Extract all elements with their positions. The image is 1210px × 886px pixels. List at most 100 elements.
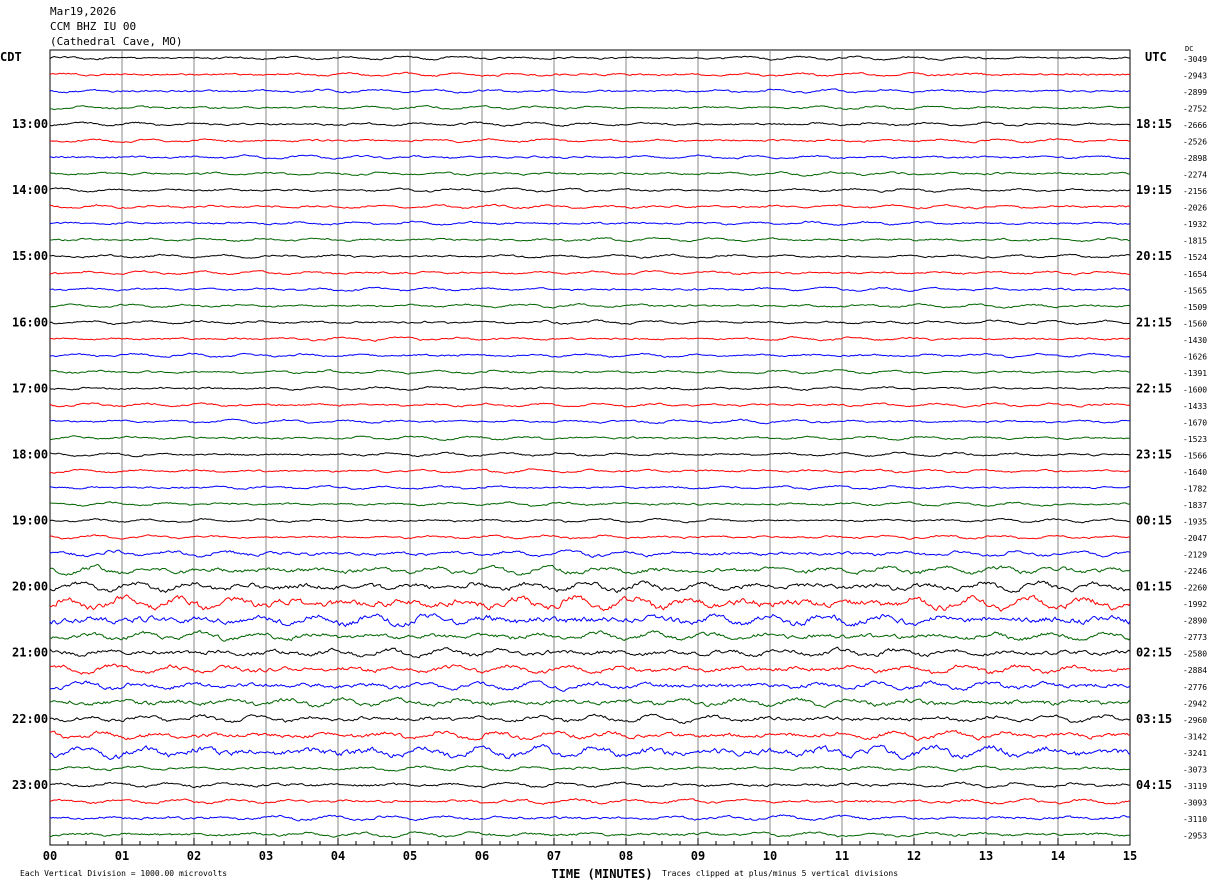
cdt-hour-label: 18:00 <box>12 447 48 461</box>
trace-line <box>49 765 1130 772</box>
dc-offset-label: -2526 <box>1183 138 1207 147</box>
dc-offset-label: -1932 <box>1183 220 1207 229</box>
trace-line <box>49 302 1131 309</box>
dc-offset-label: -2047 <box>1183 534 1207 543</box>
location-label: (Cathedral Cave, MO) <box>50 35 183 48</box>
trace-line <box>49 663 1130 675</box>
trace-line <box>49 831 1131 839</box>
dc-offset-label: -2773 <box>1183 633 1207 642</box>
x-tick-label: 06 <box>475 849 489 863</box>
trace-line <box>49 680 1131 692</box>
trace-line <box>49 154 1131 160</box>
clip-note: Traces clipped at plus/minus 5 vertical … <box>662 869 898 878</box>
x-tick-label: 07 <box>547 849 561 863</box>
cdt-hour-label: 23:00 <box>12 778 48 792</box>
x-tick-label: 13 <box>979 849 993 863</box>
dc-offset-label: -3073 <box>1183 765 1207 774</box>
dc-label: DC <box>1185 45 1193 53</box>
dc-offset-label: -3093 <box>1183 798 1207 807</box>
trace-line <box>49 171 1131 177</box>
cdt-hour-label: 13:00 <box>12 117 48 131</box>
right-timezone-label: UTC <box>1145 50 1167 64</box>
trace-line <box>49 352 1131 359</box>
utc-hour-label: 19:15 <box>1136 183 1172 197</box>
left-timezone-label: CDT <box>0 50 22 64</box>
dc-offset-label: -1670 <box>1183 418 1207 427</box>
dc-offset-label: -2953 <box>1183 831 1207 840</box>
x-tick-label: 05 <box>403 849 417 863</box>
trace-line <box>49 713 1131 725</box>
dc-offset-label: -1524 <box>1183 253 1207 262</box>
dc-offset-label: -1509 <box>1183 303 1207 312</box>
x-tick-label: 12 <box>907 849 921 863</box>
x-axis-label: TIME (MINUTES) <box>551 867 652 881</box>
cdt-hour-label: 21:00 <box>12 646 48 660</box>
dc-offset-label: -1626 <box>1183 352 1207 361</box>
cdt-hour-label: 19:00 <box>12 514 48 528</box>
trace-line <box>49 203 1131 210</box>
trace-line <box>50 729 1131 741</box>
dc-offset-label: -2898 <box>1183 154 1207 163</box>
dc-offset-label: -2666 <box>1183 121 1207 130</box>
trace-line <box>49 402 1131 408</box>
dc-offset-label: -1992 <box>1183 600 1207 609</box>
x-tick-label: 10 <box>763 849 777 863</box>
x-tick-label: 14 <box>1051 849 1065 863</box>
trace-line <box>49 319 1131 326</box>
dc-offset-label: -2776 <box>1183 683 1207 692</box>
utc-hour-label: 04:15 <box>1136 778 1172 792</box>
dc-offset-label: -1654 <box>1183 270 1207 279</box>
dc-offset-label: -1523 <box>1183 435 1207 444</box>
dc-offset-label: -3142 <box>1183 732 1207 741</box>
trace-line <box>49 138 1131 144</box>
x-tick-label: 04 <box>331 849 345 863</box>
trace-line <box>49 104 1131 111</box>
dc-offset-label: -1560 <box>1183 319 1207 328</box>
dc-offset-label: -3049 <box>1183 55 1207 64</box>
trace-line <box>49 594 1131 612</box>
dc-offset-label: -3110 <box>1183 815 1207 824</box>
dc-offset-label: -2129 <box>1183 551 1207 560</box>
cdt-hour-label: 17:00 <box>12 381 48 395</box>
x-tick-label: 02 <box>187 849 201 863</box>
dc-offset-label: -1837 <box>1183 501 1207 510</box>
trace-line <box>49 270 1131 276</box>
x-tick-label: 08 <box>619 849 633 863</box>
plot-frame <box>49 49 1131 846</box>
dc-offset-label: -1782 <box>1183 485 1207 494</box>
trace-line <box>49 71 1131 77</box>
dc-offset-label: -2884 <box>1183 666 1207 675</box>
trace-line <box>49 88 1130 94</box>
trace-line <box>49 744 1131 761</box>
utc-hour-label: 01:15 <box>1136 580 1172 594</box>
dc-offset-label: -2580 <box>1183 650 1207 659</box>
utc-hour-label: 18:15 <box>1136 117 1172 131</box>
x-tick-label: 03 <box>259 849 273 863</box>
utc-hour-label: 00:15 <box>1136 514 1172 528</box>
date-label: Mar19,2026 <box>50 5 117 18</box>
trace-line <box>49 385 1131 392</box>
trace-line <box>49 629 1131 642</box>
dc-offset-label: -1433 <box>1183 402 1207 411</box>
trace-line <box>49 781 1130 789</box>
trace-line <box>50 418 1131 425</box>
dc-offset-label: -3241 <box>1183 749 1207 758</box>
dc-offset-label: -2274 <box>1183 171 1207 180</box>
dc-offset-label: -1565 <box>1183 286 1207 295</box>
trace-line <box>49 613 1131 628</box>
dc-offset-label: -2246 <box>1183 567 1207 576</box>
x-tick-label: 00 <box>43 849 57 863</box>
dc-offset-label: -2752 <box>1183 105 1207 114</box>
trace-line <box>49 451 1131 458</box>
dc-offset-label: -1600 <box>1183 385 1207 394</box>
dc-offset-label: -2960 <box>1183 716 1207 725</box>
trace-line <box>49 121 1131 127</box>
dc-offset-label: -1430 <box>1183 336 1207 345</box>
trace-line <box>49 517 1131 524</box>
dc-offset-label: -3119 <box>1183 782 1207 791</box>
trace-line <box>49 563 1131 576</box>
dc-offset-label: -2260 <box>1183 584 1207 593</box>
trace-line <box>49 580 1131 594</box>
